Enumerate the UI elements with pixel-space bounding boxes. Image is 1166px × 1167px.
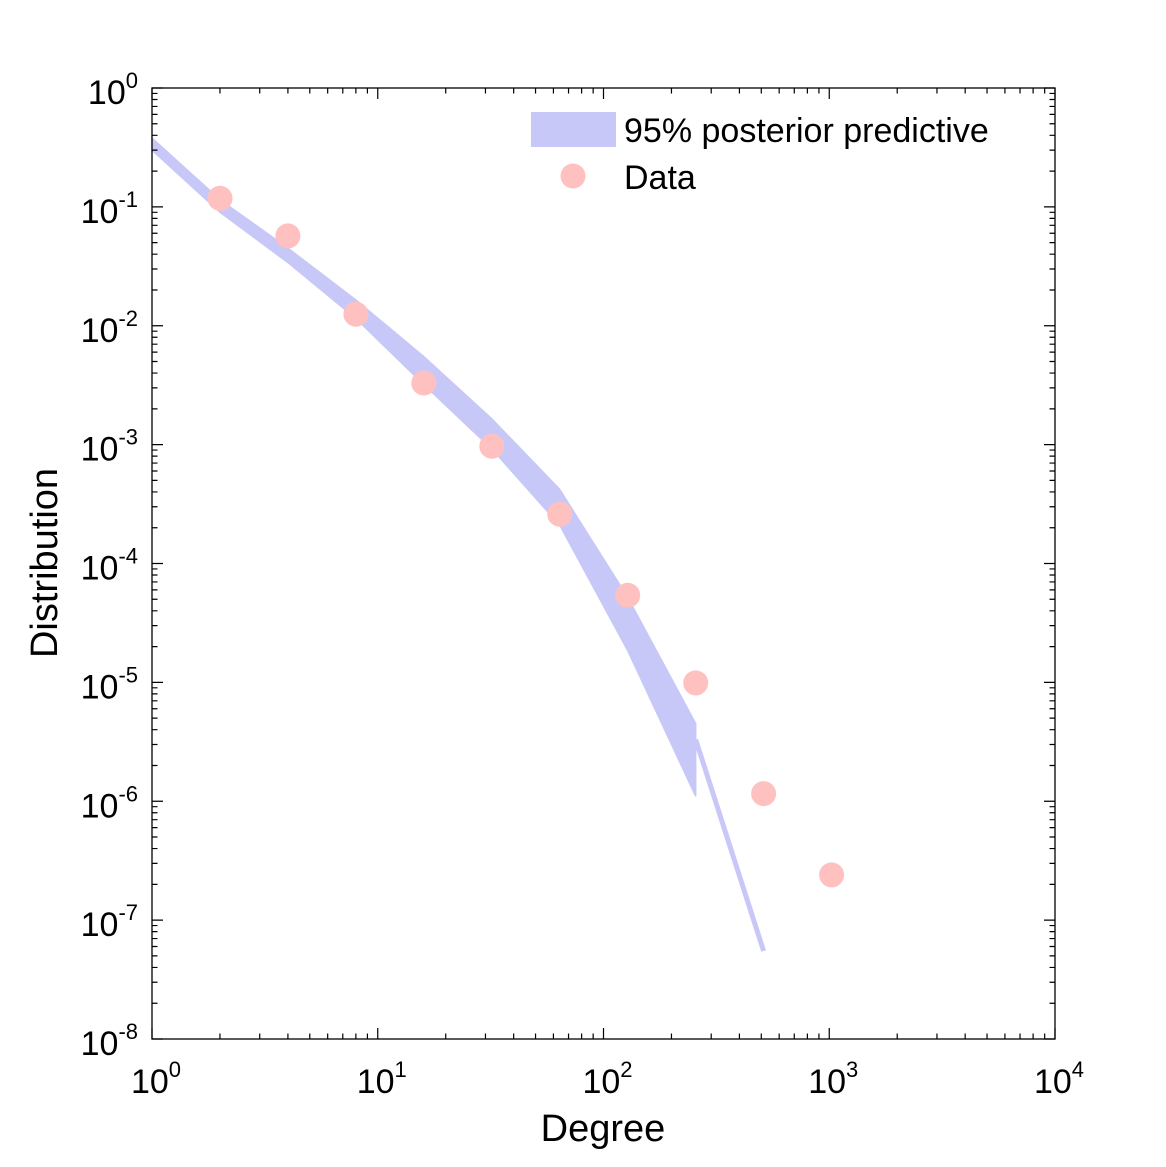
data-point	[207, 185, 233, 211]
data-point	[683, 670, 709, 696]
y-tick-label-exponent: -2	[118, 306, 138, 331]
x-tick-label: 103	[808, 1057, 858, 1101]
y-tick-label-exponent: 0	[126, 68, 138, 93]
x-axis-label: Degree	[541, 1108, 666, 1150]
series-layer	[151, 136, 845, 952]
y-tick-label-exponent: -7	[118, 900, 138, 925]
y-tick-label-base: 10	[81, 668, 119, 706]
legend: 95% posterior predictive Data	[531, 112, 989, 197]
y-tick-label: 10-2	[81, 306, 138, 350]
y-tick-label: 10-5	[81, 662, 138, 706]
y-tick-label: 10-6	[81, 781, 138, 825]
data-point	[275, 223, 301, 249]
x-tick-label-exponent: 2	[620, 1057, 632, 1082]
x-tick-label: 102	[582, 1057, 632, 1101]
y-tick-label-exponent: -1	[118, 187, 138, 212]
x-tick-label-base: 10	[1034, 1063, 1072, 1101]
data-point	[479, 433, 505, 459]
data-point	[411, 370, 437, 396]
y-tick-label-exponent: -5	[118, 662, 138, 687]
y-tick-label-base: 10	[81, 1025, 119, 1063]
data-point	[751, 781, 777, 807]
y-tick-label-base: 10	[81, 550, 119, 588]
x-tick-label-base: 10	[131, 1063, 169, 1101]
legend-label-band: 95% posterior predictive	[624, 112, 989, 150]
y-tick-label-exponent: -8	[118, 1019, 138, 1044]
data-point	[343, 301, 369, 327]
legend-band-swatch	[531, 112, 616, 147]
y-tick-label-exponent: -3	[118, 425, 138, 450]
y-tick-label: 10-1	[81, 187, 138, 231]
posterior-band	[151, 136, 697, 797]
x-tick-label: 104	[1034, 1057, 1084, 1101]
y-tick-label-base: 10	[81, 787, 119, 825]
x-tick-label-exponent: 4	[1072, 1057, 1084, 1082]
x-tick-label-exponent: 0	[169, 1057, 181, 1082]
data-point	[547, 501, 573, 527]
posterior-band-tail	[693, 738, 766, 952]
x-tick-label-base: 10	[582, 1063, 620, 1101]
data-point	[819, 862, 845, 888]
tick-labels: 100 101 102 103 10410010-110-210-310-410-510…	[81, 68, 1084, 1101]
y-tick-label: 10-7	[81, 900, 138, 944]
y-tick-label-base: 10	[81, 312, 119, 350]
y-tick-label: 100	[88, 68, 138, 112]
y-axis-label: Distribution	[24, 468, 66, 658]
y-tick-label-base: 10	[81, 431, 119, 469]
x-tick-label-base: 10	[808, 1063, 846, 1101]
data-point	[615, 582, 641, 608]
legend-data-marker	[560, 163, 586, 189]
y-tick-label-exponent: -4	[118, 544, 138, 569]
x-tick-label-exponent: 1	[395, 1057, 407, 1082]
ticks-layer	[151, 87, 1056, 1040]
x-tick-label: 101	[357, 1057, 407, 1101]
y-tick-label-base: 10	[81, 193, 119, 231]
y-tick-label-base: 10	[88, 74, 126, 112]
y-tick-label-exponent: -6	[118, 781, 138, 806]
x-tick-label-base: 10	[357, 1063, 395, 1101]
x-tick-label: 100	[131, 1057, 181, 1101]
x-tick-label-exponent: 3	[846, 1057, 858, 1082]
y-tick-label: 10-4	[81, 544, 138, 588]
legend-label-data: Data	[624, 159, 696, 197]
y-tick-label-base: 10	[81, 906, 119, 944]
y-tick-label: 10-3	[81, 425, 138, 469]
y-tick-label: 10-8	[81, 1019, 138, 1063]
